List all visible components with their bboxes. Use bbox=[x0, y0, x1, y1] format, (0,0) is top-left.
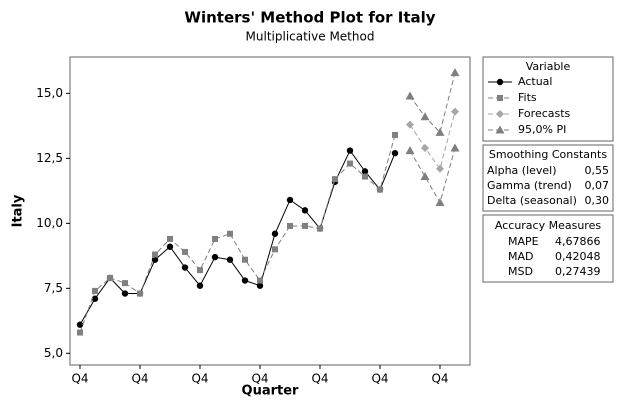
data-point bbox=[450, 68, 460, 77]
data-point bbox=[361, 168, 369, 175]
box-label: Gamma (trend) bbox=[487, 179, 572, 192]
data-point bbox=[420, 172, 430, 181]
legend-title: Variable bbox=[526, 60, 571, 73]
y-tick-label: 15,0 bbox=[36, 86, 63, 100]
legend-marker bbox=[497, 95, 503, 101]
data-point bbox=[450, 143, 460, 152]
y-tick-label: 12,5 bbox=[36, 151, 63, 165]
data-point bbox=[121, 290, 129, 297]
data-point bbox=[421, 143, 429, 152]
data-point bbox=[182, 248, 188, 255]
legend-label: Forecasts bbox=[518, 107, 571, 120]
box-value: 0,30 bbox=[585, 194, 610, 207]
data-point bbox=[256, 282, 264, 289]
data-point bbox=[301, 207, 309, 214]
data-point bbox=[211, 253, 219, 261]
legend-marker bbox=[495, 125, 505, 134]
data-point bbox=[152, 251, 158, 258]
x-tick-label: Q4 bbox=[251, 372, 268, 386]
data-point bbox=[451, 107, 459, 116]
series-line bbox=[409, 111, 456, 170]
box-value: 0,42048 bbox=[555, 250, 601, 263]
box-value: 0,55 bbox=[585, 164, 610, 177]
data-point bbox=[420, 112, 430, 121]
x-tick-label: Q4 bbox=[431, 372, 448, 386]
data-point bbox=[302, 222, 308, 229]
data-point bbox=[122, 280, 128, 287]
legend-marker bbox=[496, 78, 504, 86]
x-tick-label: Q4 bbox=[191, 372, 208, 386]
data-point bbox=[76, 321, 84, 328]
x-tick-label: Q4 bbox=[371, 372, 388, 386]
series-line bbox=[409, 147, 456, 204]
accuracy-box bbox=[482, 214, 614, 283]
x-tick-label: Q4 bbox=[131, 372, 148, 386]
y-tick-label: 7,5 bbox=[44, 281, 63, 295]
y-tick-label: 5,0 bbox=[44, 346, 63, 360]
box-title: Accuracy Measures bbox=[495, 219, 601, 232]
data-point bbox=[257, 277, 263, 284]
box-value: 0,07 bbox=[585, 179, 610, 192]
data-point bbox=[435, 198, 445, 207]
series-line bbox=[79, 149, 396, 325]
data-point bbox=[272, 246, 278, 253]
data-point bbox=[362, 173, 368, 180]
legend-label: Fits bbox=[518, 91, 537, 104]
data-point bbox=[91, 295, 99, 302]
data-point bbox=[317, 225, 323, 232]
series-line bbox=[79, 134, 396, 333]
data-point bbox=[271, 230, 279, 237]
x-axis-label: Quarter bbox=[242, 384, 300, 399]
data-point bbox=[346, 147, 354, 154]
box-label: Alpha (level) bbox=[487, 164, 557, 177]
data-point bbox=[196, 282, 204, 289]
legend-label: Actual bbox=[518, 75, 552, 88]
data-point bbox=[392, 131, 398, 138]
y-axis-label: Italy bbox=[11, 194, 26, 227]
data-point bbox=[286, 196, 294, 204]
series-line bbox=[409, 72, 456, 134]
data-point bbox=[406, 120, 414, 129]
data-point bbox=[181, 264, 189, 271]
data-point bbox=[107, 274, 113, 281]
smoothing-box bbox=[482, 144, 614, 212]
box-label: MAPE bbox=[508, 235, 539, 248]
data-point bbox=[226, 256, 234, 263]
legend-marker bbox=[496, 110, 504, 118]
plot-frame bbox=[69, 56, 471, 366]
data-point bbox=[92, 287, 98, 294]
data-point bbox=[391, 149, 399, 157]
data-point bbox=[377, 186, 383, 193]
box-label: Delta (seasonal) bbox=[487, 194, 577, 207]
data-point bbox=[167, 235, 173, 242]
chart-subtitle: Multiplicative Method bbox=[246, 30, 375, 44]
x-tick-label: Q4 bbox=[71, 372, 88, 386]
data-point bbox=[137, 290, 143, 297]
legend-box bbox=[482, 56, 614, 142]
box-label: MSD bbox=[508, 265, 533, 278]
data-point bbox=[227, 230, 233, 237]
data-point bbox=[197, 267, 203, 274]
y-tick-label: 10,0 bbox=[36, 216, 63, 230]
box-value: 0,27439 bbox=[555, 265, 601, 278]
data-point bbox=[77, 329, 83, 336]
data-point bbox=[405, 146, 415, 155]
data-point bbox=[347, 160, 353, 167]
data-point bbox=[435, 127, 445, 136]
data-point bbox=[332, 176, 338, 183]
box-label: MAD bbox=[508, 250, 534, 263]
data-point bbox=[436, 164, 444, 173]
legend-label: 95,0% PI bbox=[518, 123, 566, 136]
data-point bbox=[166, 243, 174, 250]
box-title: Smoothing Constants bbox=[489, 148, 607, 161]
data-point bbox=[287, 222, 293, 229]
data-point bbox=[241, 277, 249, 284]
data-point bbox=[405, 91, 415, 100]
box-value: 4,67866 bbox=[555, 235, 601, 248]
data-point bbox=[212, 235, 218, 242]
chart-title: Winters' Method Plot for Italy bbox=[184, 9, 435, 27]
x-tick-label: Q4 bbox=[311, 372, 328, 386]
data-point bbox=[242, 256, 248, 263]
